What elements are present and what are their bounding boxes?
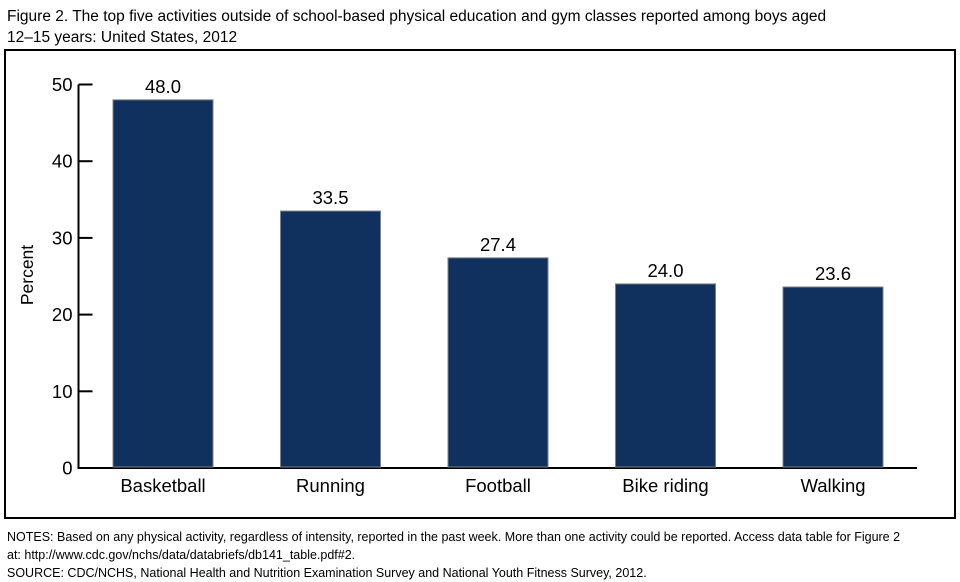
notes-line2: at: http://www.cdc.gov/nchs/data/databri… (7, 548, 356, 562)
bar-bike-riding (615, 283, 716, 468)
value-label-basketball: 48.0 (145, 76, 181, 97)
figure-title: Figure 2. The top five activities outsid… (7, 6, 952, 48)
value-label-football: 27.4 (480, 234, 516, 255)
category-label-basketball: Basketball (120, 475, 205, 496)
notes-line1: NOTES: Based on any physical activity, r… (7, 530, 901, 544)
figure-title-line1: Figure 2. The top five activities outsid… (7, 8, 827, 25)
bar-running (280, 210, 381, 468)
bar-basketball (112, 99, 214, 468)
footnotes: NOTES: Based on any physical activity, r… (7, 528, 955, 582)
figure-title-line2: 12–15 years: United States, 2012 (7, 29, 238, 46)
category-label-running: Running (296, 475, 365, 496)
category-label-walking: Walking (800, 475, 865, 496)
y-axis-tick-label: 50 (52, 74, 73, 95)
category-label-bike-riding: Bike riding (622, 475, 708, 496)
value-label-running: 33.5 (312, 187, 348, 208)
y-axis-tick-label: 30 (52, 227, 73, 248)
category-label-football: Football (465, 475, 531, 496)
value-label-walking: 23.6 (815, 263, 851, 284)
y-axis-tick-label: 20 (52, 304, 73, 325)
y-axis-tick-label: 0 (62, 457, 72, 478)
bar-chart: 0 10 20 30 40 50 48.0 Basketball 33.5 Running 27.4… (17, 74, 917, 496)
y-axis-tick-label: 40 (52, 151, 73, 172)
y-axis-tick-label: 10 (52, 381, 73, 402)
source-line: SOURCE: CDC/NCHS, National Health and Nu… (7, 566, 647, 580)
bar-walking (782, 286, 884, 468)
bar-football (447, 257, 549, 468)
y-axis-title: Percent (17, 245, 37, 305)
chart-frame: 0 10 20 30 40 50 48.0 Basketball 33.5 Running 27.4… (4, 49, 956, 519)
value-label-bike-riding: 24.0 (647, 260, 683, 281)
